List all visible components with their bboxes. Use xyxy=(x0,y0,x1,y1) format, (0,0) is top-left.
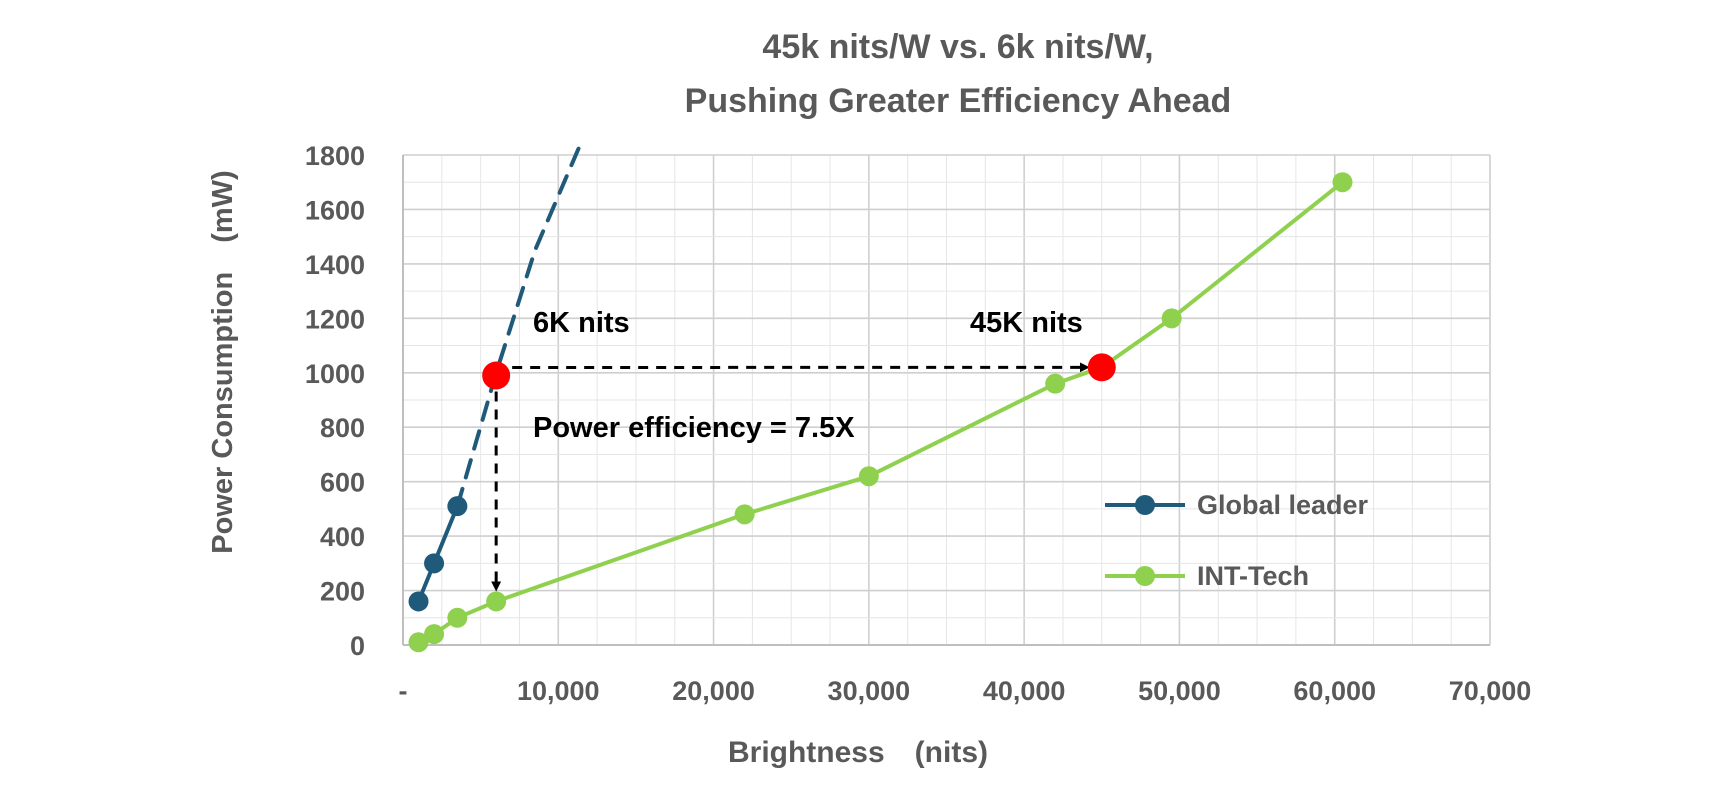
data-point-int-tech xyxy=(858,466,879,487)
data-point-int-tech xyxy=(408,632,429,653)
highlight-point xyxy=(1087,353,1116,382)
x-tick-labels: - 10,000 20,000 30,000 40,000 50,000 60,000 70,… xyxy=(399,676,1532,706)
chart-annotations xyxy=(482,353,1116,592)
chart-title-line-2: Pushing Greater Efficiency Ahead xyxy=(685,82,1232,120)
legend-marker-int-tech xyxy=(1135,566,1155,586)
data-point-int-tech xyxy=(1045,373,1066,394)
data-point-int-tech xyxy=(486,591,507,612)
y-tick-label: 1200 xyxy=(305,304,365,334)
y-tick-label: 200 xyxy=(320,577,365,607)
series-line-global-leader-extrapolation xyxy=(455,139,584,509)
series-line-global-leader xyxy=(416,505,460,603)
y-tick-labels: 0 200 400 600 800 1000 1200 1400 1600 1800 xyxy=(305,141,365,661)
legend-label-global-leader: Global leader xyxy=(1197,490,1369,520)
data-point-global-leader xyxy=(424,553,445,574)
y-tick-label: 1600 xyxy=(305,195,365,225)
annotation-power-efficiency: Power efficiency = 7.5X xyxy=(533,412,855,444)
x-tick-label: 40,000 xyxy=(983,676,1066,706)
x-tick-label: 50,000 xyxy=(1138,676,1221,706)
y-tick-label: 1400 xyxy=(305,250,365,280)
data-point-int-tech xyxy=(1161,308,1182,329)
chart-title: 45k nits/W vs. 6k nits/W, Pushing Greate… xyxy=(685,28,1232,120)
y-tick-label: 0 xyxy=(350,631,365,661)
x-tick-label: 10,000 xyxy=(517,676,600,706)
chart-legend: Global leader INT-Tech xyxy=(1105,490,1369,591)
x-tick-label: 60,000 xyxy=(1293,676,1376,706)
y-tick-label: 1000 xyxy=(305,359,365,389)
annotation-45k-nits: 45K nits xyxy=(970,307,1083,339)
y-tick-label: 800 xyxy=(320,413,365,443)
chart-axes xyxy=(402,155,1490,646)
y-tick-label: 400 xyxy=(320,522,365,552)
data-point-int-tech xyxy=(734,504,755,525)
data-point-global-leader xyxy=(408,591,429,612)
x-tick-label: 20,000 xyxy=(672,676,755,706)
chart-title-line-1: 45k nits/W vs. 6k nits/W, xyxy=(762,28,1153,66)
y-tick-label: 1800 xyxy=(305,141,365,171)
legend-item-global-leader: Global leader xyxy=(1105,490,1369,520)
data-point-int-tech xyxy=(424,624,445,645)
x-tick-label: - xyxy=(399,676,408,706)
legend-label-int-tech: INT-Tech xyxy=(1197,561,1309,591)
data-point-int-tech xyxy=(447,607,468,628)
series-line-int-tech xyxy=(417,180,1344,645)
legend-item-int-tech: INT-Tech xyxy=(1105,561,1309,591)
y-tick-label: 600 xyxy=(320,468,365,498)
x-axis-label: Brightness (nits) xyxy=(728,736,988,769)
annotation-6k-nits: 6K nits xyxy=(533,307,630,339)
highlight-point xyxy=(482,361,511,390)
data-point-int-tech xyxy=(1332,172,1353,193)
y-axis-label: Power Consumption (mW) xyxy=(207,170,239,553)
x-tick-label: 30,000 xyxy=(828,676,911,706)
chart-grid xyxy=(402,154,1491,646)
x-tick-label: 70,000 xyxy=(1449,676,1532,706)
legend-marker-global-leader xyxy=(1135,495,1155,515)
data-point-global-leader xyxy=(447,496,468,517)
